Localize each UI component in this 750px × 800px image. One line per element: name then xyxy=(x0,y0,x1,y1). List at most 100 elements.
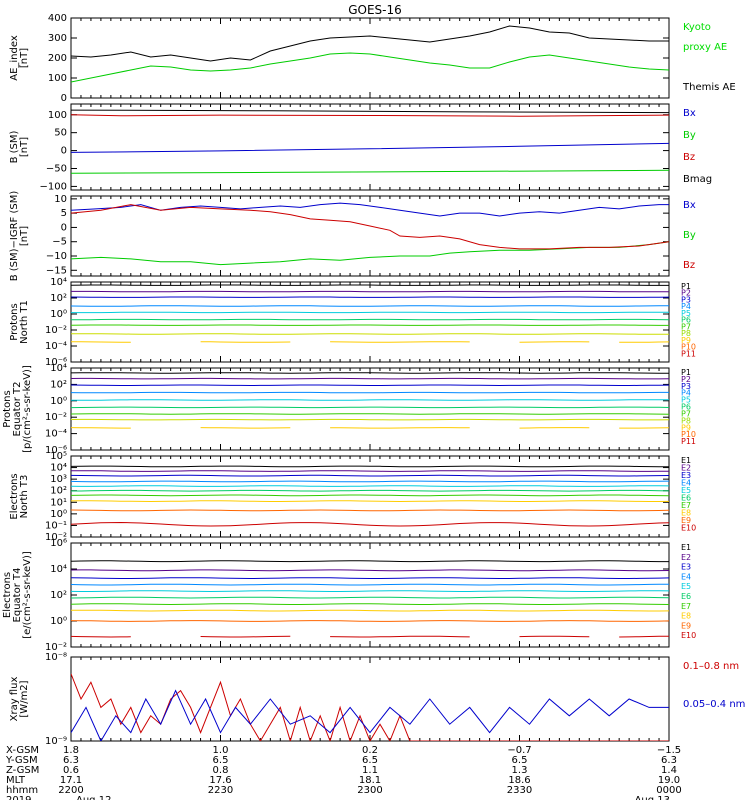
footer-row-label: Z-GSM xyxy=(6,765,39,776)
channel-label: P10 xyxy=(681,343,696,352)
legend-entry: 0.1–0.8 nm xyxy=(683,661,739,672)
series-bmag xyxy=(71,109,669,114)
y-tick-label: 0 xyxy=(61,93,67,104)
y-axis-label: AE_index xyxy=(9,35,20,81)
series-e1 xyxy=(71,465,669,468)
channel-label: P9 xyxy=(681,423,691,432)
y-tick-label: 10⁶ xyxy=(50,538,67,549)
y-tick-label: 10² xyxy=(50,379,67,390)
y-tick-label: 0 xyxy=(61,222,67,233)
series-e8 xyxy=(71,609,669,612)
y-tick-label: 10² xyxy=(50,486,67,497)
y-tick-label: 10⁻⁹ xyxy=(45,736,67,747)
y-tick-label: 10⁴ xyxy=(50,564,67,575)
series-by xyxy=(71,169,669,174)
series-group xyxy=(71,372,669,429)
channel-label: E4 xyxy=(681,572,691,581)
series-e10 xyxy=(519,635,590,638)
footer-value: 18.6 xyxy=(508,775,530,786)
y-tick-label: −50 xyxy=(46,164,67,175)
footer-value: Aug 12 xyxy=(76,795,111,800)
channel-label: P8 xyxy=(681,416,691,425)
y-axis-label: Electrons xyxy=(2,572,13,618)
series-group xyxy=(71,560,669,638)
panel-electrons_t4: 10⁻² 10⁰ 10² 10⁴ 10⁶ Electrons Equator T4 [e/(c… xyxy=(2,538,696,653)
channel-label: P10 xyxy=(681,430,696,439)
channel-label: E8 xyxy=(681,612,691,621)
series-p6 xyxy=(71,406,669,409)
legend-entry: Bx xyxy=(683,108,696,119)
footer-value: 6.5 xyxy=(512,755,528,766)
y-axis-label: [nT] xyxy=(19,137,30,157)
channel-label: P6 xyxy=(681,316,691,325)
series-group xyxy=(71,465,669,527)
footer-value: 1.4 xyxy=(661,765,677,776)
series-p3 xyxy=(71,384,669,387)
channel-label: E9 xyxy=(681,621,691,630)
series-group xyxy=(71,284,669,343)
panel-ae: 0 100 200 300 400 AE_index [nT] Kyoto proxy AE Th… xyxy=(9,13,736,104)
series-by xyxy=(71,241,669,266)
series-e4 xyxy=(71,480,669,483)
footer-value: Aug 13 xyxy=(635,795,670,800)
y-tick-label: 10⁰ xyxy=(50,396,67,407)
channel-label: E7 xyxy=(681,501,691,510)
y-tick-label: 10⁰ xyxy=(50,616,67,627)
series-group xyxy=(71,202,669,266)
series-p7 xyxy=(71,413,669,415)
y-axis-label: Electrons xyxy=(9,473,20,519)
footer-value: −1.5 xyxy=(657,745,681,756)
legend-entry: Bz xyxy=(683,152,695,163)
footer-row-label: Y-GSM xyxy=(5,755,38,766)
y-axis-label: B (SM) xyxy=(9,130,20,163)
channel-label: P7 xyxy=(681,322,691,331)
legend-entry: Bz xyxy=(683,260,695,271)
y-axis-label: North T1 xyxy=(19,300,30,344)
channel-label: E10 xyxy=(681,631,696,640)
y-tick-label: 10³ xyxy=(50,474,67,485)
y-tick-label: 50 xyxy=(54,128,67,139)
series-p2 xyxy=(71,377,669,380)
channel-label: E6 xyxy=(681,494,691,503)
series-e4 xyxy=(71,583,669,586)
series-e1 xyxy=(71,560,669,563)
y-tick-label: −5 xyxy=(52,237,67,248)
y-axis-label: Protons xyxy=(9,303,20,340)
y-axis-label: Xray flux xyxy=(9,677,20,722)
channel-label: P7 xyxy=(681,409,691,418)
series-p9 xyxy=(519,427,590,429)
channel-label: E10 xyxy=(681,524,696,533)
channel-label: E5 xyxy=(681,486,691,495)
series-e2 xyxy=(71,569,669,572)
series-e2 xyxy=(71,470,669,472)
footer-value: 19.0 xyxy=(658,775,680,786)
channel-label: P1 xyxy=(681,282,691,291)
y-axis-label: B (SM)−IGRF (SM) xyxy=(9,191,20,282)
series-e10 xyxy=(330,635,470,638)
channel-label: E3 xyxy=(681,563,691,572)
y-tick-label: 10⁴ xyxy=(50,363,67,374)
footer-value: 2330 xyxy=(507,785,532,796)
channel-label: P11 xyxy=(681,349,696,358)
channel-label: P11 xyxy=(681,437,696,446)
series-bz xyxy=(71,204,669,250)
footer-value: 0.2 xyxy=(362,745,378,756)
y-axis-label: Protons xyxy=(2,390,13,427)
series-bz xyxy=(71,114,669,117)
channel-label: P1 xyxy=(681,368,691,377)
y-tick-label: −100 xyxy=(40,181,67,192)
footer-value: 2200 xyxy=(58,785,83,796)
series-group xyxy=(71,25,669,83)
y-tick-label: 10⁻⁶ xyxy=(45,357,67,368)
legend-entry: proxy AE xyxy=(683,42,727,53)
series-p1 xyxy=(71,372,669,374)
channel-label: P5 xyxy=(681,309,691,318)
y-tick-label: 10⁴ xyxy=(50,277,67,288)
legend-entry: Themis AE xyxy=(682,82,736,93)
series-e3 xyxy=(71,577,669,580)
y-axis-label: Equator T4 xyxy=(12,568,23,623)
series-bx xyxy=(71,202,669,217)
channel-label: E8 xyxy=(681,509,691,518)
y-axis-label: North T3 xyxy=(19,475,30,519)
panel-frame xyxy=(70,281,670,363)
